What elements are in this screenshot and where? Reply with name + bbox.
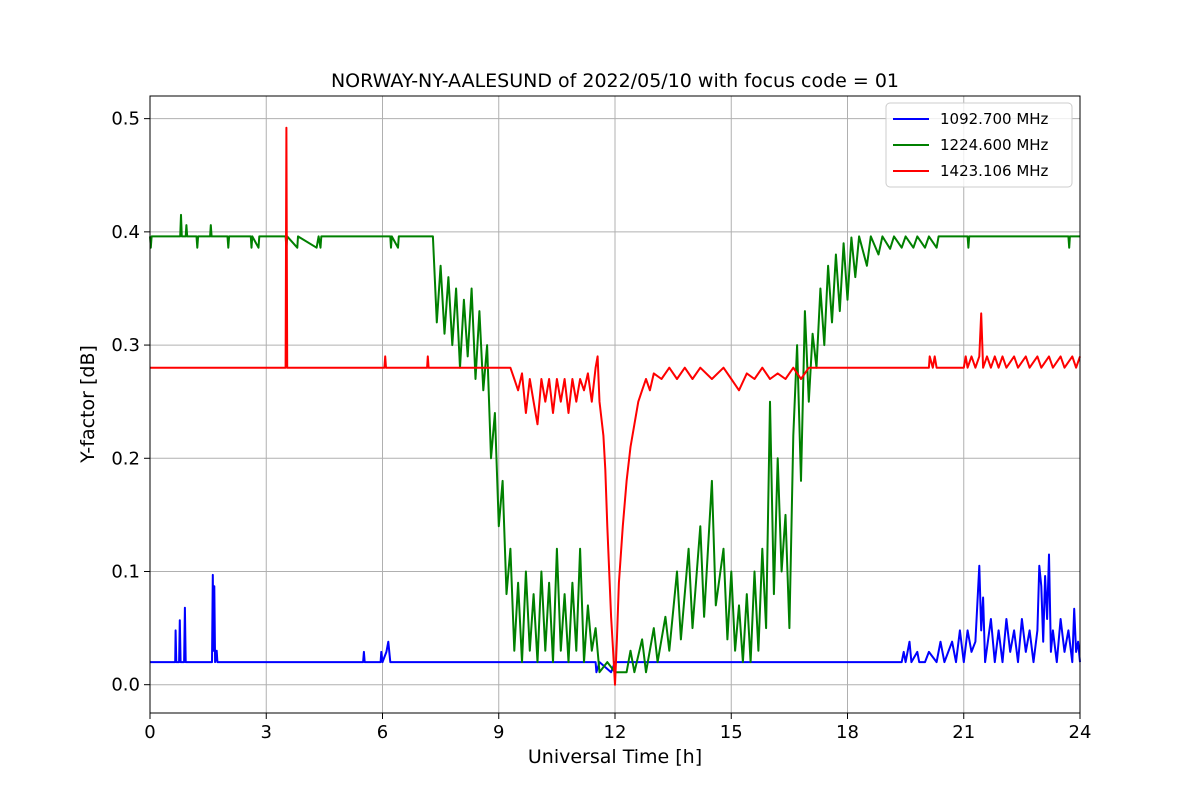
legend-label-2: 1224.600 MHz <box>940 136 1049 154</box>
y-tick-label: 0.2 <box>111 448 140 469</box>
series-line-2 <box>149 213 1080 674</box>
x-tick-label: 18 <box>836 722 859 743</box>
legend-box <box>885 102 1073 188</box>
x-tick-label: 12 <box>604 722 627 743</box>
x-tick-label: 9 <box>493 722 504 743</box>
series-line-3 <box>150 126 1081 686</box>
y-tick-label: 0.3 <box>111 335 140 356</box>
chart-title: NORWAY-NY-AALESUND of 2022/05/10 with fo… <box>331 70 899 92</box>
series-layer <box>149 126 1081 686</box>
x-tick-label: 0 <box>144 722 155 743</box>
legend-label-3: 1423.106 MHz <box>940 162 1049 180</box>
y-tick-label: 0.0 <box>111 675 140 696</box>
x-tick-label: 6 <box>377 722 388 743</box>
x-axis-label: Universal Time [h] <box>528 746 702 768</box>
legend-label-1: 1092.700 MHz <box>940 110 1049 128</box>
y-tick-label: 0.1 <box>111 561 140 582</box>
x-tick-label: 15 <box>720 722 743 743</box>
y-axis-label: Y-factor [dB] <box>77 345 99 464</box>
y-axis: 0.0 0.1 0.2 0.3 0.4 0.5 <box>111 109 150 696</box>
y-tick-label: 0.4 <box>111 222 140 243</box>
x-tick-label: 24 <box>1069 722 1092 743</box>
y-tick-label: 0.5 <box>111 109 140 130</box>
series-line-1 <box>150 553 1081 674</box>
x-tick-label: 21 <box>952 722 975 743</box>
legend: 1092.700 MHz 1224.600 MHz 1423.106 MHz <box>885 102 1073 188</box>
x-tick-label: 3 <box>261 722 272 743</box>
x-axis: 0 3 6 9 12 15 18 21 24 <box>144 713 1091 743</box>
